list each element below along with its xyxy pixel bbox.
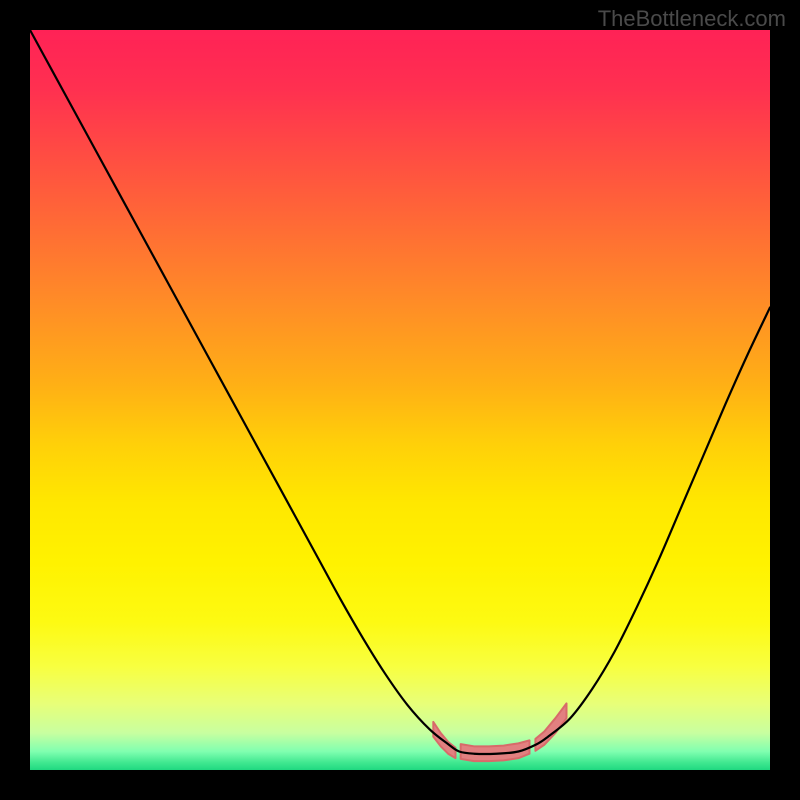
bottleneck-curve-chart — [30, 30, 770, 770]
chart-container — [30, 30, 770, 770]
gradient-background — [30, 30, 770, 770]
watermark-text: TheBottleneck.com — [598, 6, 786, 32]
